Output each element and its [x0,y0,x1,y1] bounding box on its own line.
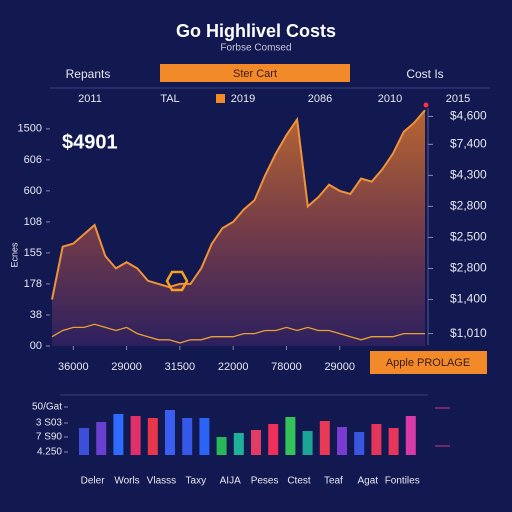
bar [165,410,175,455]
x-tick-label: Agat [358,476,379,487]
x-tick-label: AIJA [220,476,241,487]
header-button-label[interactable]: Ster Cart [233,68,277,80]
y2-tick-label: $1,010 [450,326,487,340]
x-tick-label: 78000 [271,361,302,373]
y2-tick-label: $4,600 [450,109,487,123]
bar [182,418,193,455]
bar [147,418,158,455]
subtitle: Forbse Comsed [220,43,291,54]
bar [216,437,227,455]
bar [130,416,141,455]
top-label: TAL [160,93,179,105]
y2-tick-label: $7,400 [450,137,487,151]
line [51,323,425,344]
top-label: 2015 [446,93,470,105]
y2-tick-label: $1,400 [450,292,487,306]
x-tick-label: 22000 [218,361,249,373]
bar [251,430,261,455]
y-tick-label: 00 [30,340,42,352]
callout-label[interactable]: Apple PROLAGE [386,357,470,369]
bar [96,422,107,455]
x-tick-label: Teaf [324,476,343,487]
y-tick-label: 606 [24,154,42,166]
x-tick-label: Deler [81,476,106,487]
x-tick-label: Ctest [287,476,311,487]
bar [113,414,124,455]
y2-tick-label: $4,300 [450,168,487,182]
y2-tick-label: $2,800 [450,261,487,275]
y2-tick-label: $2,800 [450,199,487,213]
bar [199,418,210,455]
bar [268,424,279,455]
top-label: 2011 [78,93,102,105]
y-tick-label: 50/Gat [32,402,62,413]
y-tick-label: 155 [24,247,42,259]
annotation: $4901 [62,131,118,153]
top-label: 2086 [308,93,332,105]
callout-box[interactable] [370,351,487,374]
legend-swatch [216,94,225,103]
bar [371,424,382,455]
x-tick-label: 29000 [111,361,142,373]
bar [319,421,330,455]
y-tick-label: 600 [24,185,42,197]
y2-tick-label: $2,500 [450,230,487,244]
top-label: 2010 [378,93,402,105]
x-tick-label: Worls [114,476,139,487]
x-tick-label: 31500 [165,361,196,373]
bar [285,417,296,455]
bar [354,432,365,455]
x-tick-label: Peses [251,476,279,487]
y-axis-label: Ecnes [9,242,19,268]
bar [388,428,399,455]
y-tick-label: 108 [24,216,42,228]
x-tick-label: Vlasss [147,476,176,487]
bar [337,427,347,455]
header-label: Cost Is [406,67,443,81]
header-button[interactable] [160,64,350,82]
y-tick-label: 38 [30,309,42,321]
y-tick-label: 178 [24,278,42,290]
x-tick-label: 29000 [324,361,355,373]
top-label: 2019 [231,93,255,105]
y-tick-label: 7 S90 [36,432,63,443]
area-outline [51,109,426,300]
x-tick-label: Taxy [186,476,207,487]
x-tick-label: Fontiles [385,476,420,487]
y-tick-label: 4.250 [37,447,62,458]
area [52,110,425,346]
bar [405,416,416,455]
y-tick-label: 1500 [18,123,42,135]
y-tick-label: 3 S03 [36,418,63,429]
marker [423,102,429,108]
title: Go Highlivel Costs [176,21,336,41]
marker [165,270,189,292]
bar [233,433,244,455]
bar [302,431,313,455]
bar [79,428,89,455]
x-tick-label: 36000 [58,361,89,373]
header-label: Repants [66,67,111,81]
